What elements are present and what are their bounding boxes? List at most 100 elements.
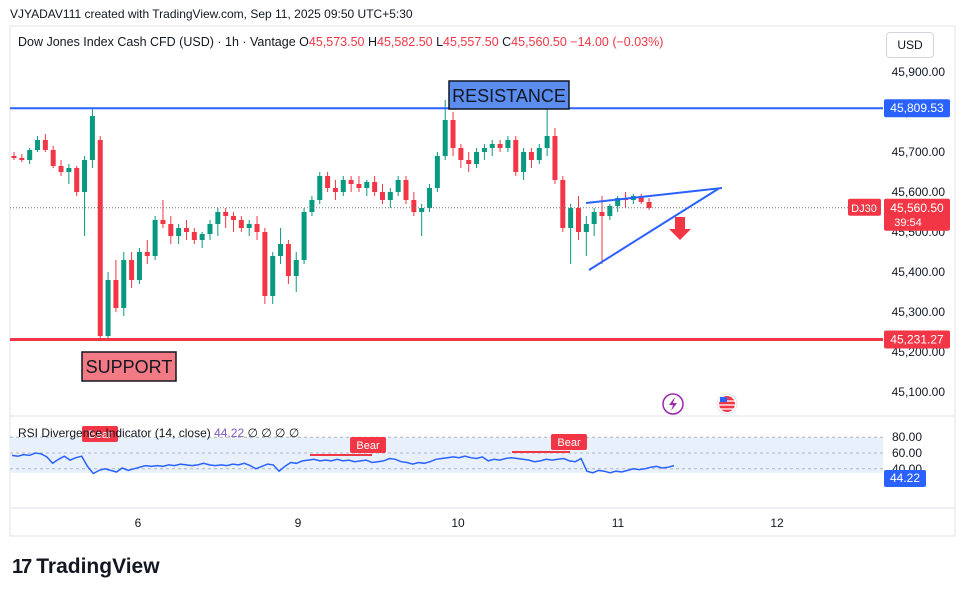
last-price-label: 45,560.50 xyxy=(890,201,944,215)
rsi-current-tag-bg xyxy=(884,470,926,487)
candle-body xyxy=(348,180,354,184)
candle-body xyxy=(207,224,213,234)
price-tick-label: 45,900.00 xyxy=(892,65,946,79)
attribution-text: VJYADAV111 created with TradingView.com,… xyxy=(10,7,413,21)
price-axis: 45,100.00 45,200.00 45,300.00 45,400.00 45,5… xyxy=(848,65,950,399)
support-tag-label: 45,231.27 xyxy=(890,332,944,346)
time-axis: 6 9 10 11 12 xyxy=(135,516,784,530)
candle-body xyxy=(176,228,182,236)
time-tick-label: 9 xyxy=(295,516,302,530)
support-annotation: SUPPORT xyxy=(81,351,177,382)
candle-body xyxy=(278,244,284,256)
bear-tag-label: Bear xyxy=(557,437,581,449)
price-tick-label: 45,100.00 xyxy=(892,385,946,399)
candle-body xyxy=(379,192,385,200)
candle-body xyxy=(144,252,150,256)
high-value: 45,582.50 xyxy=(377,35,433,49)
overlays: RESISTANCE SUPPORT xyxy=(10,80,883,415)
candle-body xyxy=(121,260,127,308)
symbol-tag-label: DJ30 xyxy=(851,203,877,215)
candle-body xyxy=(35,140,41,150)
candle-body xyxy=(372,182,378,192)
resistance-price-tag: 45,809.53 xyxy=(884,99,950,118)
symbol-legend[interactable]: Dow Jones Index Cash CFD (USD) · 1h · Va… xyxy=(18,35,663,49)
price-tick-label: 45,600.00 xyxy=(892,185,946,199)
rsi-legend[interactable]: RSI Divergence Indicator (14, close) 44.… xyxy=(18,426,299,440)
bear-tag: Bear xyxy=(350,437,386,453)
candle-body xyxy=(27,150,33,160)
support-label: SUPPORT xyxy=(86,357,173,377)
currency-button[interactable]: USD xyxy=(886,32,934,58)
candle-body xyxy=(317,176,323,200)
candle-body xyxy=(152,220,158,256)
open-value: 45,573.50 xyxy=(308,35,365,49)
candle-body xyxy=(521,152,527,172)
price-tick-label: 45,300.00 xyxy=(892,305,946,319)
tradingview-logo[interactable]: 17 TradingView xyxy=(12,555,160,579)
candle-body xyxy=(340,180,346,192)
candle-body xyxy=(466,160,472,164)
open-label: O xyxy=(299,35,309,49)
candle-body xyxy=(474,152,480,164)
candle-body xyxy=(136,252,142,280)
bear-tag-bg xyxy=(82,426,118,442)
bear-tag: Bear xyxy=(82,426,118,442)
candle-body xyxy=(411,200,417,212)
rsi-current-tag-label: 44.22 xyxy=(890,471,920,485)
candle-body xyxy=(364,182,370,188)
candle-body xyxy=(583,224,589,232)
candle-body xyxy=(599,212,605,216)
candle-body xyxy=(113,280,119,308)
close-label: C xyxy=(502,35,512,49)
candle-body xyxy=(105,280,111,336)
candle-body xyxy=(568,208,574,228)
price-tick-label: 45,200.00 xyxy=(892,345,946,359)
high-label: H xyxy=(367,35,377,49)
rsi-band xyxy=(10,437,883,473)
candle-body xyxy=(332,188,338,192)
price-tick-label: 45,700.00 xyxy=(892,145,946,159)
candle-body xyxy=(419,208,425,212)
brand-name: TradingView xyxy=(36,555,160,578)
candle-body xyxy=(160,220,166,224)
low-value: 45,557.50 xyxy=(443,35,499,49)
resistance-tag-label: 45,809.53 xyxy=(890,101,944,115)
symbol-tag-bg xyxy=(848,198,881,216)
candle-body xyxy=(293,260,299,276)
candle-body xyxy=(168,224,174,236)
candle-body xyxy=(387,192,393,200)
candle-body xyxy=(183,228,189,232)
resistance-tag-bg xyxy=(884,99,950,118)
candle-body xyxy=(442,120,448,156)
tradingview-logo-icon: 17 xyxy=(12,555,32,578)
candle-body xyxy=(427,188,433,208)
candle-body xyxy=(270,256,276,296)
candle-body xyxy=(129,260,135,280)
down-arrow-icon xyxy=(669,217,691,240)
candle-body xyxy=(19,158,25,160)
candle-body xyxy=(42,140,48,150)
candle-body xyxy=(607,206,613,216)
price-tick-label: 45,400.00 xyxy=(892,265,946,279)
upper-trendline xyxy=(585,187,723,204)
candle-body xyxy=(458,148,464,160)
rsi-level-label: 80.00 xyxy=(892,430,922,444)
time-tick-label: 6 xyxy=(135,516,142,530)
flag-canton xyxy=(720,397,727,402)
candle-body xyxy=(544,136,550,148)
candle-body xyxy=(497,144,503,148)
candle-body xyxy=(434,156,440,188)
candle-body xyxy=(191,232,197,240)
candle-body xyxy=(58,166,64,172)
candle-body xyxy=(74,168,80,192)
candle-body xyxy=(560,180,566,228)
time-tick-label: 11 xyxy=(612,516,625,530)
support-price-tag: 45,231.27 xyxy=(884,330,950,349)
last-price-tag: 45,560.50 39:54 DJ30 xyxy=(848,198,950,231)
candle-body xyxy=(505,140,511,148)
candle-body xyxy=(50,150,56,166)
candle-body xyxy=(223,212,229,216)
candle-body xyxy=(536,148,542,160)
lower-trendline xyxy=(588,188,719,271)
